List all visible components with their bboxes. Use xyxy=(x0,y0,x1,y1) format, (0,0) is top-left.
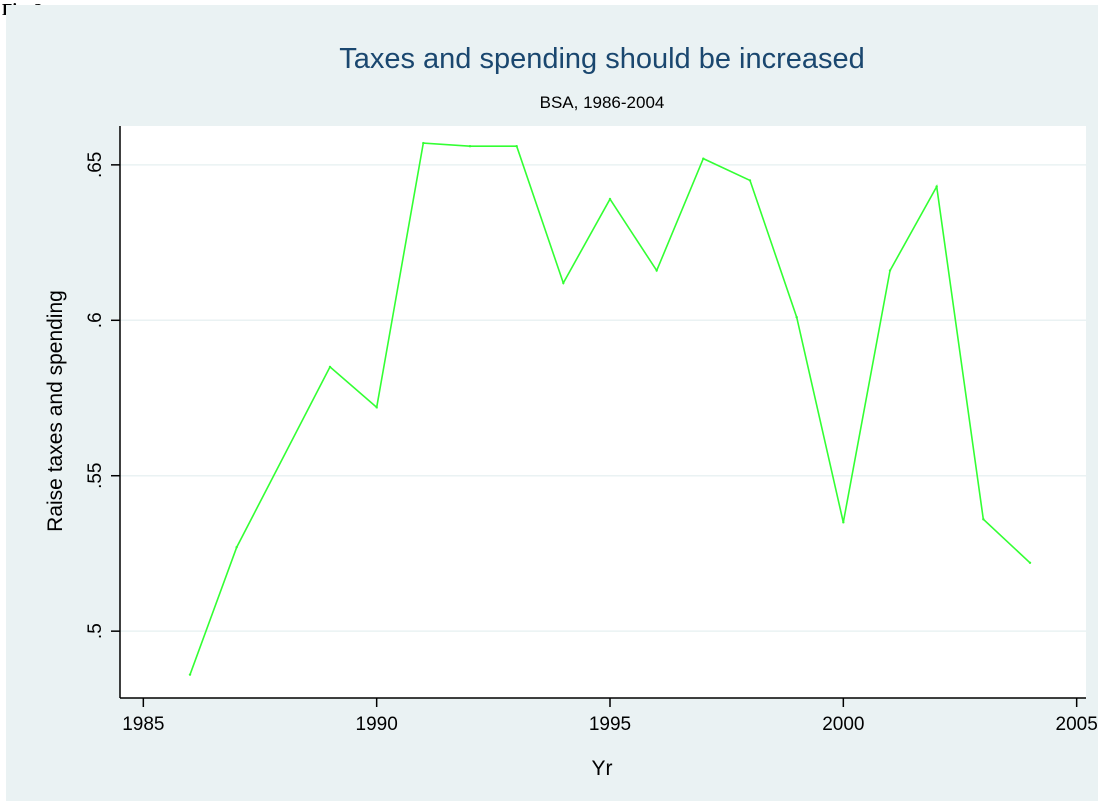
y-axis-ticks: .5 .55 .6 .65 xyxy=(85,152,120,639)
y-axis-title: Raise taxes and spending xyxy=(44,290,67,532)
data-point xyxy=(515,145,518,148)
data-point xyxy=(608,197,612,201)
grid-lines xyxy=(120,164,1086,632)
data-point xyxy=(748,179,752,182)
data-point xyxy=(188,673,192,676)
data-point xyxy=(795,315,798,319)
data-point xyxy=(842,521,845,524)
x-tick-label: 2000 xyxy=(822,714,864,735)
x-tick-label: 2005 xyxy=(1056,714,1098,735)
data-point xyxy=(982,518,985,521)
data-point xyxy=(562,281,565,285)
y-tick-label: .6 xyxy=(85,312,106,328)
data-point xyxy=(375,406,378,409)
data-point xyxy=(328,365,332,369)
plot-area xyxy=(120,126,1086,698)
series-layer xyxy=(188,141,1032,676)
data-point xyxy=(935,185,938,188)
data-point xyxy=(702,157,705,160)
y-tick-label: .55 xyxy=(85,463,106,489)
data-point xyxy=(655,269,658,272)
x-tick-label: 1985 xyxy=(122,714,164,735)
chart-subtitle: BSA, 1986-2004 xyxy=(540,93,665,112)
y-tick-label: .65 xyxy=(85,152,106,178)
axes xyxy=(119,126,1086,699)
x-axis-ticks: 1985 1990 1995 2000 2005 xyxy=(122,698,1098,735)
x-axis-title: Yr xyxy=(592,757,613,780)
data-point xyxy=(235,546,238,549)
data-point xyxy=(422,141,425,145)
series-line xyxy=(189,142,1031,675)
x-tick-label: 1990 xyxy=(356,714,398,735)
x-tick-label: 1995 xyxy=(589,714,631,735)
data-point xyxy=(468,145,472,148)
y-tick-label: .5 xyxy=(85,623,106,639)
data-point xyxy=(888,269,892,272)
chart-title: Taxes and spending should be increased xyxy=(339,43,865,75)
data-point xyxy=(1028,561,1032,564)
